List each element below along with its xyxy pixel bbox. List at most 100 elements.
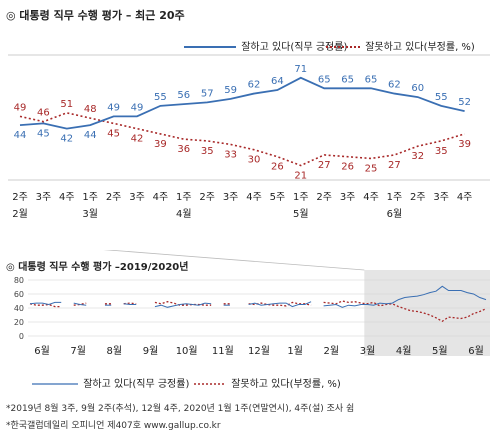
week-tick-label: 1주 (176, 192, 192, 203)
y-tick-label: 60 (14, 290, 24, 299)
y-tick-label: 80 (14, 276, 24, 285)
month-tick-label: 3월 (82, 208, 98, 220)
week-tick-label: 2주 (410, 192, 426, 203)
data-label-negative: 33 (224, 149, 237, 160)
month-tick-label: 4월 (396, 345, 412, 357)
data-label-negative: 42 (131, 134, 144, 145)
bottom-legend-negative: 잘못하고 있다(부정률, %) (192, 375, 341, 390)
solid-line-swatch (32, 383, 78, 385)
data-label-positive: 64 (271, 76, 284, 87)
data-label-positive: 57 (201, 88, 214, 99)
week-tick-label: 4주 (246, 192, 262, 203)
series-line-negative (323, 300, 487, 323)
week-tick-label: 4주 (59, 192, 75, 203)
data-label-negative: 35 (201, 146, 214, 157)
series-line-negative (19, 112, 465, 167)
data-label-positive: 71 (294, 64, 307, 75)
data-label-negative: 30 (248, 155, 261, 166)
data-label-positive: 42 (60, 134, 73, 145)
month-tick-label: 7월 (70, 345, 86, 357)
data-label-positive: 45 (37, 128, 50, 139)
data-label-negative: 26 (341, 162, 354, 173)
week-tick-label: 4주 (153, 192, 169, 203)
top-legend-negative: 잘못하고 있다(부정률, %) (324, 38, 475, 53)
month-tick-label: 5월 (293, 208, 309, 220)
week-tick-label: 2주 (199, 192, 215, 203)
top-chart-title: ◎ 대통령 직무 수행 평가 – 최근 20주 (6, 9, 185, 22)
data-label-negative: 39 (458, 139, 471, 150)
month-tick-label: 12월 (248, 345, 270, 357)
series-line-negative (248, 301, 312, 307)
data-label-negative: 36 (177, 144, 190, 155)
data-label-positive: 60 (411, 83, 424, 94)
week-tick-label: 1주 (387, 192, 403, 203)
dotted-line-swatch (326, 46, 360, 48)
month-tick-label: 3월 (360, 345, 376, 357)
data-label-negative: 48 (84, 104, 97, 115)
bottom-line-chart: 0 20 40 60 80 6월 7월 8월 9월 10월 11월 12월 1월 2월 3월 4월 5월 6월 (14, 250, 490, 357)
series-line-positive (29, 301, 62, 306)
solid-line-swatch (184, 46, 236, 48)
bottom-chart-title: ◎ 대통령 직무 수행 평가 –2019/2020년 (6, 262, 189, 273)
dotted-line-swatch (194, 383, 226, 385)
week-tick-label: 3주 (36, 192, 52, 203)
data-label-positive: 44 (14, 130, 27, 141)
bottom-legend-positive: 잘하고 있다(직무 긍정률) (30, 375, 189, 390)
y-tick-label: 20 (14, 318, 24, 327)
month-tick-label: 6월 (34, 345, 50, 357)
data-label-positive: 62 (388, 80, 401, 91)
series-line-positive (123, 303, 137, 305)
data-label-positive: 55 (435, 92, 448, 103)
series-line-positive (19, 76, 465, 130)
data-label-negative: 51 (60, 99, 73, 110)
data-label-positive: 59 (224, 85, 237, 96)
y-tick-label: 40 (14, 304, 24, 313)
month-tick-label: 11월 (212, 345, 234, 357)
data-label-negative: 21 (294, 170, 307, 181)
week-tick-label: 5주 (270, 192, 286, 203)
week-tick-label: 3주 (223, 192, 239, 203)
week-tick-label: 4주 (457, 192, 473, 203)
month-tick-label: 2월 (324, 345, 340, 357)
data-label-positive: 44 (84, 130, 97, 141)
week-tick-label: 4주 (363, 192, 379, 203)
data-label-positive: 55 (154, 92, 167, 103)
month-tick-label: 8월 (107, 345, 123, 357)
data-label-negative: 46 (37, 108, 50, 119)
bottom-legend-negative-label: 잘못하고 있다(부정률, %) (231, 379, 341, 390)
week-tick-label: 1주 (293, 192, 309, 203)
data-label-negative: 49 (14, 102, 27, 113)
month-tick-label: 5월 (432, 345, 448, 357)
data-label-positive: 49 (107, 102, 120, 113)
data-label-negative: 27 (318, 160, 331, 171)
data-label-negative: 26 (271, 162, 284, 173)
week-tick-label: 1주 (82, 192, 98, 203)
footnote-survey-gaps: *2019년 8월 3주, 9월 2주(추석), 12월 4주, 2020년 1… (6, 404, 355, 414)
zoom-connector-line (103, 250, 365, 271)
top-legend-negative-label: 잘못하고 있다(부정률, %) (365, 42, 475, 53)
month-tick-label: 10월 (176, 345, 198, 357)
data-label-positive: 56 (177, 90, 190, 101)
week-tick-label: 3주 (433, 192, 449, 203)
month-tick-label: 9월 (143, 345, 159, 357)
data-label-negative: 32 (411, 151, 424, 162)
series-line-positive (248, 301, 312, 308)
week-tick-label: 2주 (106, 192, 122, 203)
data-label-negative: 39 (154, 139, 167, 150)
series-line-negative (29, 303, 62, 308)
series-line-positive (154, 302, 212, 308)
data-label-positive: 65 (318, 74, 331, 85)
data-label-positive: 49 (131, 102, 144, 113)
week-tick-label: 3주 (129, 192, 145, 203)
month-tick-label: 6월 (468, 345, 484, 357)
data-label-negative: 45 (107, 128, 120, 139)
week-tick-label: 3주 (340, 192, 356, 203)
top-legend-positive: 잘하고 있다(직무 긍정률) (182, 38, 347, 53)
week-tick-label: 2주 (12, 192, 28, 203)
data-label-negative: 25 (365, 163, 378, 174)
data-label-positive: 52 (458, 97, 471, 108)
month-tick-label: 6월 (387, 208, 403, 220)
month-tick-label: 2월 (12, 208, 28, 220)
series-line-positive (73, 302, 87, 306)
top-legend-positive-label: 잘하고 있다(직무 긍정률) (241, 42, 348, 53)
